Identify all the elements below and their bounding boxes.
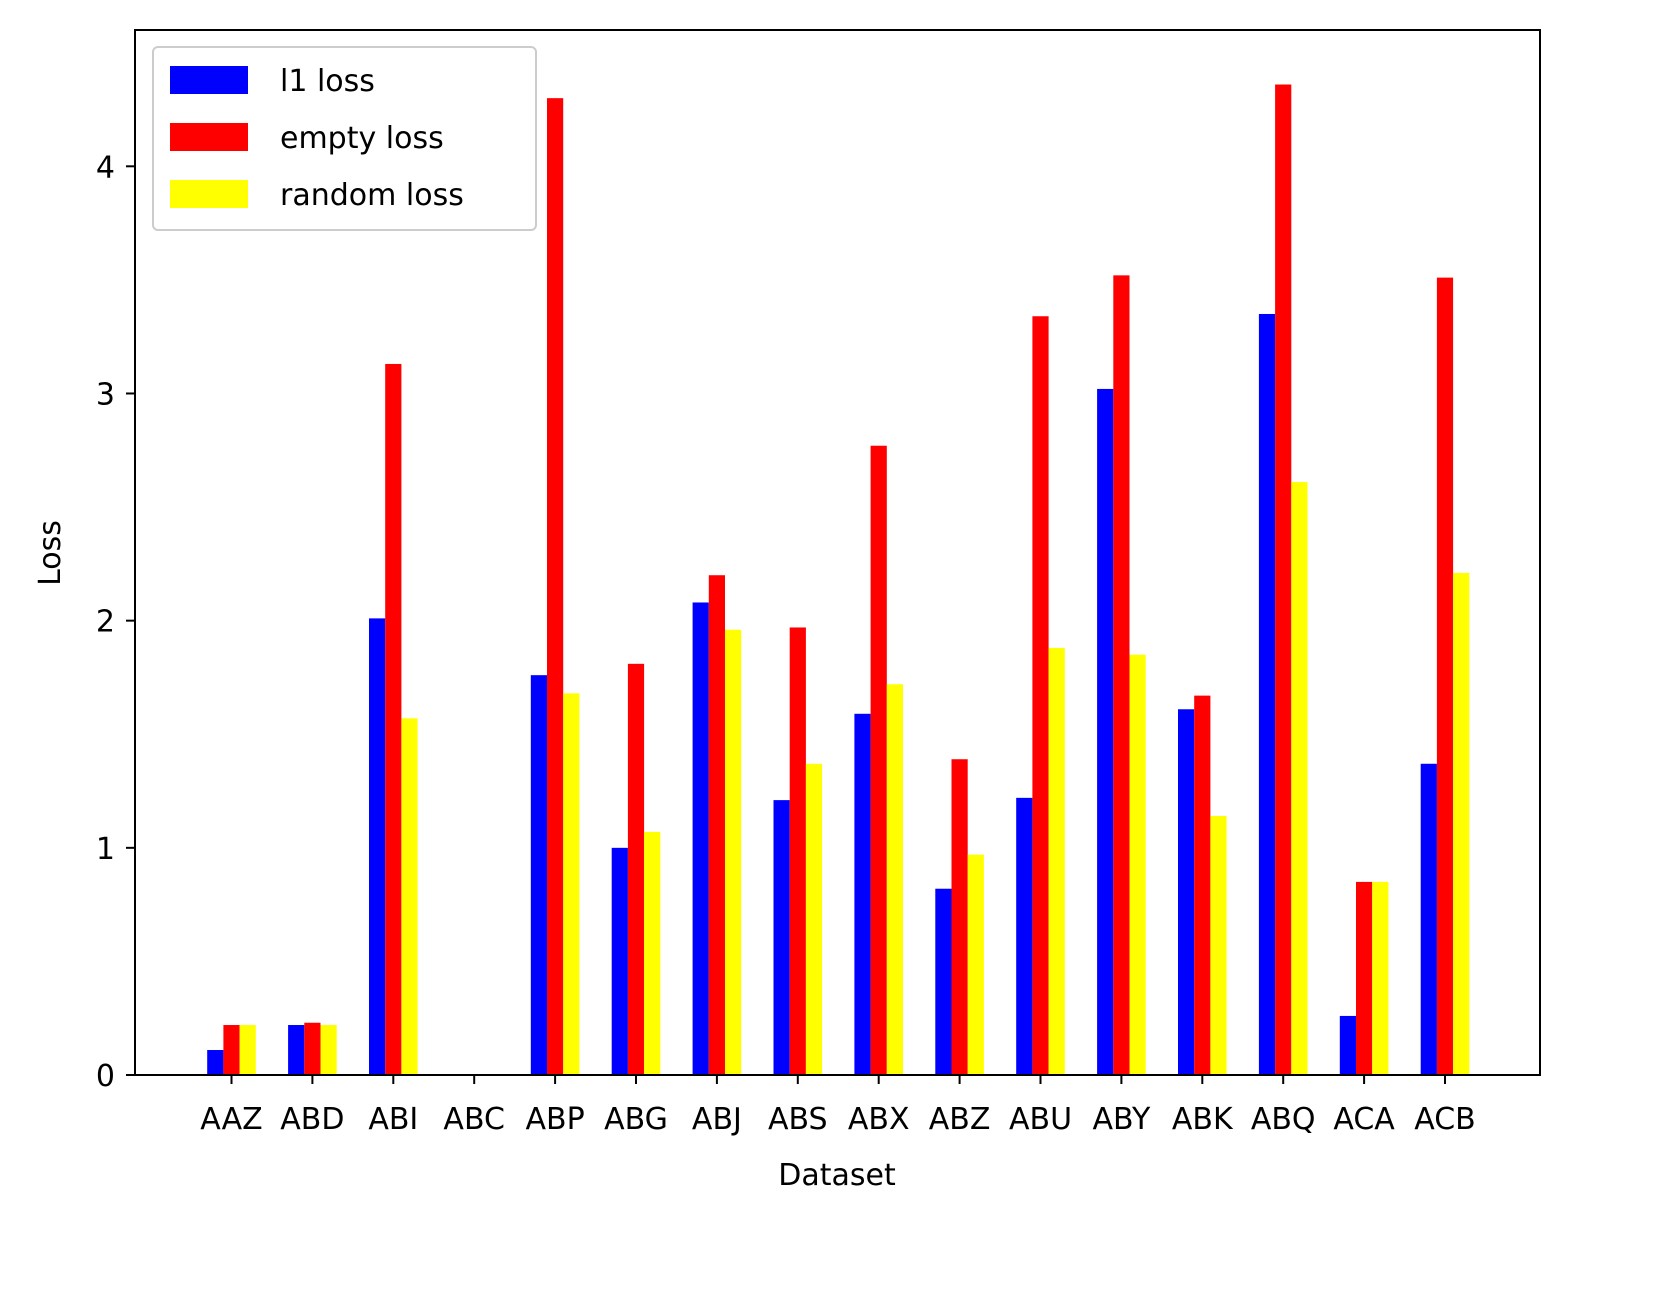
legend-box: [152, 46, 537, 231]
bar: [288, 1025, 305, 1075]
bar: [1048, 647, 1065, 1075]
bar: [886, 684, 903, 1075]
y-tick-label: 4: [96, 150, 115, 185]
bar: [223, 1025, 240, 1075]
bar: [320, 1025, 337, 1075]
bars-layer: [207, 84, 1470, 1076]
y-tick-label: 3: [96, 377, 115, 412]
x-tick-label: ABY: [1093, 1102, 1151, 1137]
bar: [644, 831, 661, 1075]
x-axis: AAZ ABD ABI ABC ABP ABG ABJ ABS ABX ABZ ABU ABY ABK A…: [200, 1075, 1476, 1137]
bar: [773, 800, 790, 1075]
bar: [1258, 313, 1276, 1076]
x-tick-label: ABS: [768, 1102, 828, 1137]
x-tick-label: ABQ: [1251, 1102, 1316, 1137]
x-tick-label: ABI: [368, 1102, 418, 1137]
y-axis: 0 1 2 3 4: [96, 150, 135, 1094]
bar: [1372, 881, 1389, 1075]
bar: [547, 98, 564, 1075]
legend: l1 loss empty loss random loss: [152, 46, 537, 231]
bar: [1420, 763, 1437, 1075]
bar: [870, 445, 887, 1076]
bar: [1356, 881, 1373, 1075]
bar: [1016, 797, 1033, 1075]
x-tick-label: ABG: [604, 1102, 668, 1137]
legend-swatch: [170, 180, 248, 208]
x-tick-label: ACA: [1333, 1102, 1395, 1137]
bar: [611, 847, 628, 1075]
bar: [627, 663, 645, 1075]
y-tick-label: 0: [96, 1059, 115, 1094]
bar: [1291, 482, 1308, 1076]
bar: [239, 1025, 256, 1075]
bar: [530, 675, 547, 1075]
legend-label: empty loss: [280, 121, 444, 156]
bar: [1113, 275, 1130, 1076]
bar: [854, 713, 871, 1075]
bar: [1178, 709, 1195, 1075]
x-tick-label: ABK: [1172, 1102, 1234, 1137]
x-tick-label: AAZ: [200, 1102, 262, 1137]
bar: [1097, 388, 1114, 1075]
bar: [401, 718, 418, 1075]
x-axis-label: Dataset: [778, 1158, 896, 1193]
bar: [1032, 316, 1049, 1075]
legend-label: random loss: [280, 178, 464, 213]
legend-swatch: [170, 123, 248, 151]
x-tick-label: ABP: [525, 1102, 584, 1137]
bar: [1453, 572, 1470, 1075]
bar: [708, 575, 725, 1075]
bar: [1275, 84, 1292, 1075]
bar: [1129, 654, 1146, 1075]
y-tick-label: 1: [96, 832, 115, 867]
y-tick-label: 2: [96, 605, 115, 640]
bar: [1210, 816, 1227, 1075]
bar: [725, 629, 742, 1075]
x-tick-label: ABD: [280, 1102, 344, 1137]
plot-frame: [134, 29, 1541, 1076]
x-tick-label: ABX: [848, 1102, 910, 1137]
x-tick-label: ABU: [1009, 1102, 1072, 1137]
bar: [692, 602, 709, 1075]
bar: [789, 627, 806, 1075]
y-axis-label: Loss: [33, 520, 68, 586]
x-tick-label: ABJ: [692, 1102, 742, 1137]
bar: [563, 693, 580, 1075]
bar: [369, 618, 386, 1075]
x-tick-label: ABZ: [929, 1102, 991, 1137]
bar: [951, 759, 968, 1075]
bar: [304, 1022, 321, 1075]
bar: [1194, 695, 1211, 1075]
bar: [1339, 1015, 1356, 1075]
legend-swatch: [170, 66, 248, 94]
x-tick-label: ABC: [443, 1102, 505, 1137]
bar: [207, 1050, 224, 1075]
bar: [385, 363, 402, 1075]
bar: [935, 888, 952, 1075]
x-tick-label: ACB: [1414, 1102, 1476, 1137]
bar: [805, 763, 823, 1075]
bar: [1436, 277, 1454, 1075]
bar: [967, 854, 984, 1075]
legend-label: l1 loss: [280, 64, 375, 99]
